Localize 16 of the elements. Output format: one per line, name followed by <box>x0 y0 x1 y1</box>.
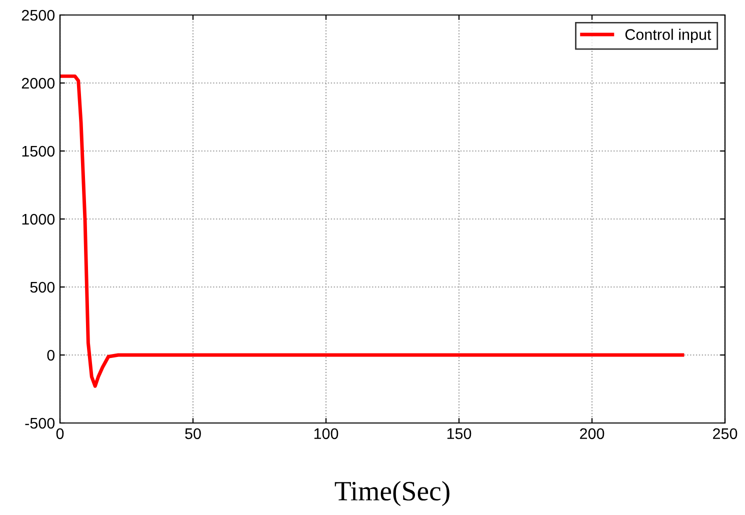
legend-label: Control input <box>625 28 712 43</box>
y-tick-label: 1500 <box>22 146 55 157</box>
x-axis-title: Time(Sec) <box>334 480 450 506</box>
y-tick-label: 500 <box>30 282 55 293</box>
x-tick-label: 100 <box>314 428 338 440</box>
y-tick-label: 0 <box>47 350 55 361</box>
x-tick-label: 0 <box>56 428 64 440</box>
y-tick-label: -500 <box>25 418 55 429</box>
y-tick-label: 1000 <box>22 214 55 225</box>
y-tick-label: 2500 <box>22 10 55 21</box>
x-tick-label: 50 <box>185 428 201 440</box>
y-tick-label: 2000 <box>22 78 55 89</box>
x-tick-label: 150 <box>447 428 472 440</box>
x-tick-label: 200 <box>580 428 604 440</box>
x-tick-label: 250 <box>713 428 738 440</box>
line-series <box>60 74 684 388</box>
